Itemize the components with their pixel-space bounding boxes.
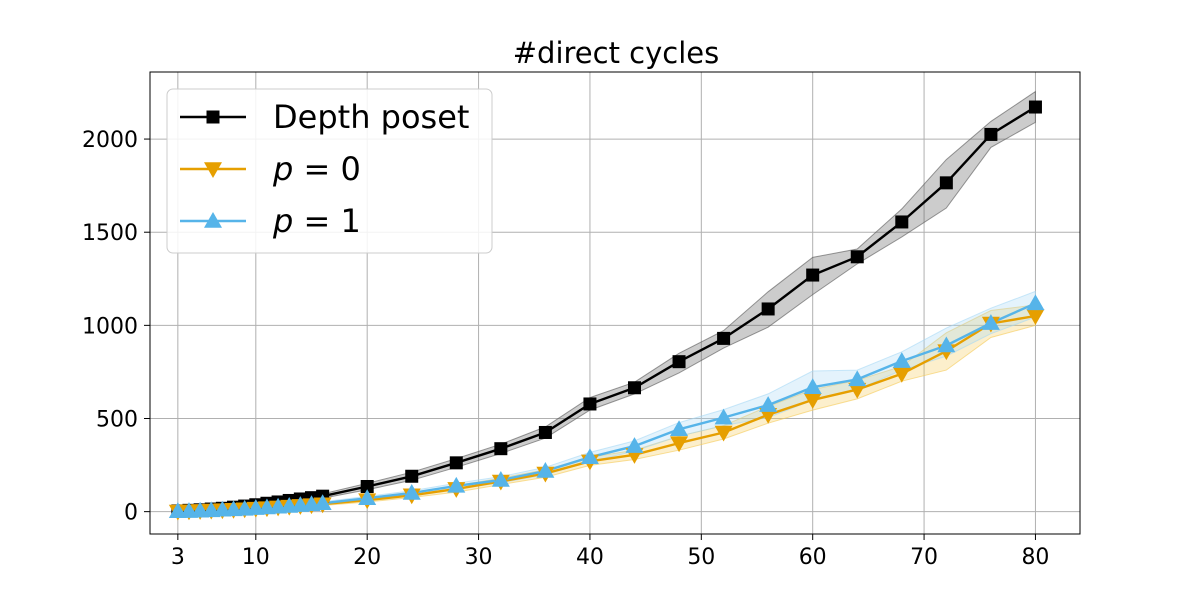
legend-marker xyxy=(204,212,222,228)
legend-box xyxy=(166,88,493,254)
point-depth-poset xyxy=(538,425,552,439)
point-p-1 xyxy=(892,352,911,368)
chart-title: #direct cycles xyxy=(513,36,719,70)
x-tick-label: 40 xyxy=(576,545,604,570)
legend-marker xyxy=(204,162,222,178)
point-p-1 xyxy=(937,336,956,353)
legend-label-value: = 0 xyxy=(293,150,361,188)
y-tick-label: 500 xyxy=(96,408,138,433)
line-p-1 xyxy=(177,302,1036,513)
point-p-1 xyxy=(358,489,377,505)
grid-lines xyxy=(150,72,1080,534)
x-tick-label: 70 xyxy=(910,545,938,570)
point-p-1 xyxy=(580,448,599,464)
legend-label: p = 1 xyxy=(272,202,361,240)
legend-label-value: = 1 xyxy=(293,202,361,240)
point-depth-poset xyxy=(806,268,820,282)
point-p-1 xyxy=(536,462,555,478)
x-tick-label: 80 xyxy=(1021,545,1049,570)
point-depth-poset xyxy=(984,127,998,141)
point-depth-poset xyxy=(583,397,597,411)
point-depth-poset xyxy=(449,456,463,470)
band-p-0 xyxy=(177,304,1036,513)
point-p-0 xyxy=(670,436,689,453)
point-p-1 xyxy=(848,370,867,387)
point-depth-poset xyxy=(360,479,374,493)
point-p-1 xyxy=(759,396,778,412)
legend-label-variable: p xyxy=(272,202,293,240)
y-tick-label: 1500 xyxy=(82,221,138,246)
point-p-0 xyxy=(892,367,911,383)
legend-marker xyxy=(206,110,220,124)
point-p-0 xyxy=(1026,309,1045,326)
series-markers xyxy=(168,100,1045,521)
point-depth-poset xyxy=(717,331,731,345)
y-tick-label: 1000 xyxy=(82,314,138,339)
x-tick-label: 20 xyxy=(353,545,381,570)
axis-ticks: 3 10 20 30 40 50 60 70 80 0 500 1000 1500 2000 xyxy=(82,128,1049,570)
x-tick-label: 60 xyxy=(799,545,827,570)
point-depth-poset xyxy=(494,442,508,456)
point-p-0 xyxy=(803,393,822,409)
legend-label: p = 0 xyxy=(272,150,361,188)
x-tick-label: 10 xyxy=(242,545,270,570)
y-tick-label: 0 xyxy=(124,501,138,526)
point-depth-poset xyxy=(939,176,953,190)
point-p-1 xyxy=(313,494,332,511)
point-p-1 xyxy=(803,378,822,394)
x-tick-label: 3 xyxy=(171,545,185,570)
point-p-1 xyxy=(670,420,689,437)
point-p-1 xyxy=(625,437,644,453)
x-tick-label: 30 xyxy=(465,545,493,570)
point-depth-poset xyxy=(405,469,419,483)
point-depth-poset xyxy=(761,302,775,316)
point-p-0 xyxy=(759,408,778,424)
legend-label-variable: p xyxy=(272,150,293,188)
plot-frame xyxy=(149,71,1081,535)
point-p-1 xyxy=(402,484,421,500)
point-p-0 xyxy=(848,382,867,399)
point-p-1 xyxy=(491,470,510,487)
point-depth-poset xyxy=(850,250,864,264)
point-depth-poset xyxy=(672,355,686,369)
y-tick-label: 2000 xyxy=(82,128,138,153)
point-p-1 xyxy=(981,314,1000,330)
point-depth-poset xyxy=(1028,100,1042,114)
line-p-0 xyxy=(177,314,1036,513)
point-p-1 xyxy=(1026,294,1045,311)
point-depth-poset xyxy=(895,215,909,229)
legend-label: Depth poset xyxy=(273,98,469,136)
point-depth-poset xyxy=(627,381,641,395)
point-p-1 xyxy=(714,408,733,425)
point-p-0 xyxy=(714,425,733,442)
x-tick-label: 50 xyxy=(687,545,715,570)
point-p-1 xyxy=(447,476,466,493)
